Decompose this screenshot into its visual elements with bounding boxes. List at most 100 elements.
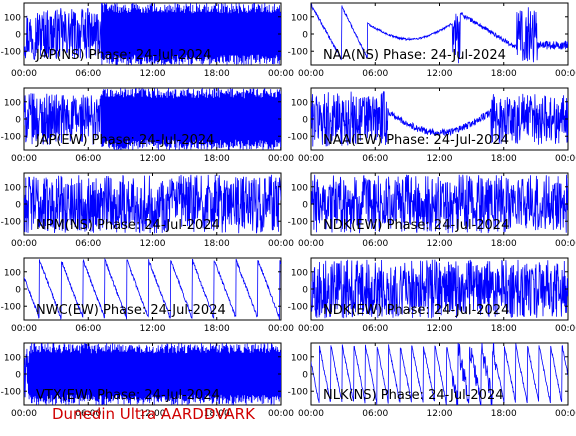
y-tick-label: 0 <box>302 31 308 41</box>
panel-title: NAA(EW) Phase: 24-Jul-2024 <box>323 133 509 148</box>
y-tick-label: 100 <box>4 353 21 363</box>
y-tick-label: -100 <box>1 388 22 398</box>
panel-title: NAA(NS) Phase: 24-Jul-2024 <box>323 48 506 63</box>
phase-series-line <box>311 174 568 234</box>
x-tick-label: 00:00 <box>555 324 576 334</box>
x-tick-label: 12:00 <box>140 239 166 249</box>
panel-title: NDK(EW) Phase: 24-Jul-2024 <box>323 218 509 233</box>
panel-title: JAP(NS) Phase: 24-Jul-2024 <box>35 48 211 63</box>
x-tick-label: 06:00 <box>362 154 388 164</box>
phase-series-line <box>24 258 281 320</box>
x-tick-label: 18:00 <box>204 239 230 249</box>
x-tick-label: 06:00 <box>75 239 101 249</box>
x-tick-label: 18:00 <box>204 409 230 419</box>
panel-3: 100 0 -100 00:00 06:00 12:00 18:00 00:00 JAP(EW)… <box>1 87 294 164</box>
x-tick-label: 12:00 <box>140 409 166 419</box>
x-tick-label: 00:00 <box>268 69 294 79</box>
y-tick-label: 100 <box>291 98 308 108</box>
y-tick-label: 0 <box>15 286 21 296</box>
x-tick-label: 00:00 <box>298 324 324 334</box>
x-tick-label: 00:00 <box>11 324 37 334</box>
y-tick-label: 0 <box>15 116 21 126</box>
x-tick-label: 06:00 <box>75 324 101 334</box>
x-tick-label: 00:00 <box>555 239 576 249</box>
panel-4: 100 0 -100 00:00 06:00 12:00 18:00 00:00 NAA(EW)… <box>288 87 576 164</box>
panel-5: 100 0 -100 00:00 06:00 12:00 18:00 00:00 NPM(NS)… <box>1 172 294 249</box>
x-tick-label: 12:00 <box>427 324 453 334</box>
y-tick-label: 100 <box>291 268 308 278</box>
y-tick-label: 100 <box>4 98 21 108</box>
x-tick-label: 12:00 <box>140 154 166 164</box>
x-tick-label: 06:00 <box>362 239 388 249</box>
x-tick-label: 18:00 <box>204 69 230 79</box>
x-tick-label: 12:00 <box>427 154 453 164</box>
y-tick-label: 100 <box>291 13 308 23</box>
x-tick-label: 12:00 <box>427 409 453 419</box>
y-tick-label: -100 <box>288 303 309 313</box>
phase-series-line <box>24 88 281 150</box>
x-tick-label: 00:00 <box>298 154 324 164</box>
y-tick-label: -100 <box>288 218 309 228</box>
x-tick-label: 12:00 <box>140 324 166 334</box>
panel-9: 100 0 -100 00:00 06:00 12:00 18:00 00:00 VTX(EW)… <box>1 342 294 419</box>
x-tick-label: 18:00 <box>491 324 517 334</box>
phase-series-line <box>311 259 568 319</box>
y-tick-label: -100 <box>1 218 22 228</box>
y-tick-label: -100 <box>1 303 22 313</box>
x-tick-label: 00:00 <box>555 69 576 79</box>
y-tick-label: 0 <box>15 371 21 381</box>
y-tick-label: -100 <box>1 133 22 143</box>
y-tick-label: 100 <box>291 183 308 193</box>
y-tick-label: 100 <box>4 183 21 193</box>
x-tick-label: 06:00 <box>362 69 388 79</box>
phase-series-line <box>311 90 568 147</box>
phase-series-line <box>24 3 281 65</box>
x-tick-label: 00:00 <box>268 324 294 334</box>
phase-series-line <box>311 3 568 64</box>
x-tick-label: 00:00 <box>555 154 576 164</box>
x-tick-label: 18:00 <box>491 409 517 419</box>
x-tick-label: 06:00 <box>362 324 388 334</box>
x-tick-label: 00:00 <box>298 239 324 249</box>
x-tick-label: 06:00 <box>75 409 101 419</box>
panel-2: 100 0 -100 00:00 06:00 12:00 18:00 00:00 NAA(NS)… <box>288 2 576 79</box>
x-tick-label: 18:00 <box>204 154 230 164</box>
panel-7: 100 0 -100 00:00 06:00 12:00 18:00 00:00 NWC(EW)… <box>1 257 294 334</box>
panel-title: JAP(EW) Phase: 24-Jul-2024 <box>35 133 214 148</box>
x-tick-label: 18:00 <box>491 154 517 164</box>
panel-10: 100 0 -100 00:00 06:00 12:00 18:00 00:00 NLK(NS)… <box>288 342 576 419</box>
x-tick-label: 12:00 <box>427 239 453 249</box>
x-tick-label: 00:00 <box>11 69 37 79</box>
x-tick-label: 12:00 <box>427 69 453 79</box>
x-tick-label: 00:00 <box>298 69 324 79</box>
phase-series-line <box>24 343 281 405</box>
x-tick-label: 06:00 <box>75 69 101 79</box>
x-tick-label: 00:00 <box>11 409 37 419</box>
y-tick-label: 0 <box>302 116 308 126</box>
panel-title: NLK(NS) Phase: 24-Jul-2024 <box>323 388 504 403</box>
x-tick-label: 12:00 <box>140 69 166 79</box>
panel-8: 100 0 -100 00:00 06:00 12:00 18:00 00:00 NDK(EW)… <box>288 257 576 334</box>
x-tick-label: 00:00 <box>298 409 324 419</box>
panel-6: 100 0 -100 00:00 06:00 12:00 18:00 00:00 NDK(EW)… <box>288 172 576 249</box>
x-tick-label: 00:00 <box>555 409 576 419</box>
y-tick-label: 0 <box>15 201 21 211</box>
panel-title: VTX(EW) Phase: 24-Jul-2024 <box>36 388 220 403</box>
x-tick-label: 00:00 <box>268 239 294 249</box>
y-tick-label: -100 <box>288 133 309 143</box>
y-tick-label: -100 <box>1 48 22 58</box>
y-tick-label: 0 <box>302 286 308 296</box>
panel-title: NDK(EW) Phase: 24-Jul-2024 <box>323 303 509 318</box>
y-tick-label: 0 <box>302 201 308 211</box>
panel-1: 100 0 -100 00:00 06:00 12:00 18:00 00:00 JAP(NS)… <box>1 2 294 79</box>
y-tick-label: 100 <box>4 13 21 23</box>
y-tick-label: 100 <box>291 353 308 363</box>
x-tick-label: 18:00 <box>491 239 517 249</box>
x-tick-label: 00:00 <box>11 154 37 164</box>
x-tick-label: 00:00 <box>11 239 37 249</box>
y-tick-label: 100 <box>4 268 21 278</box>
x-tick-label: 00:00 <box>268 154 294 164</box>
y-tick-label: 0 <box>302 371 308 381</box>
